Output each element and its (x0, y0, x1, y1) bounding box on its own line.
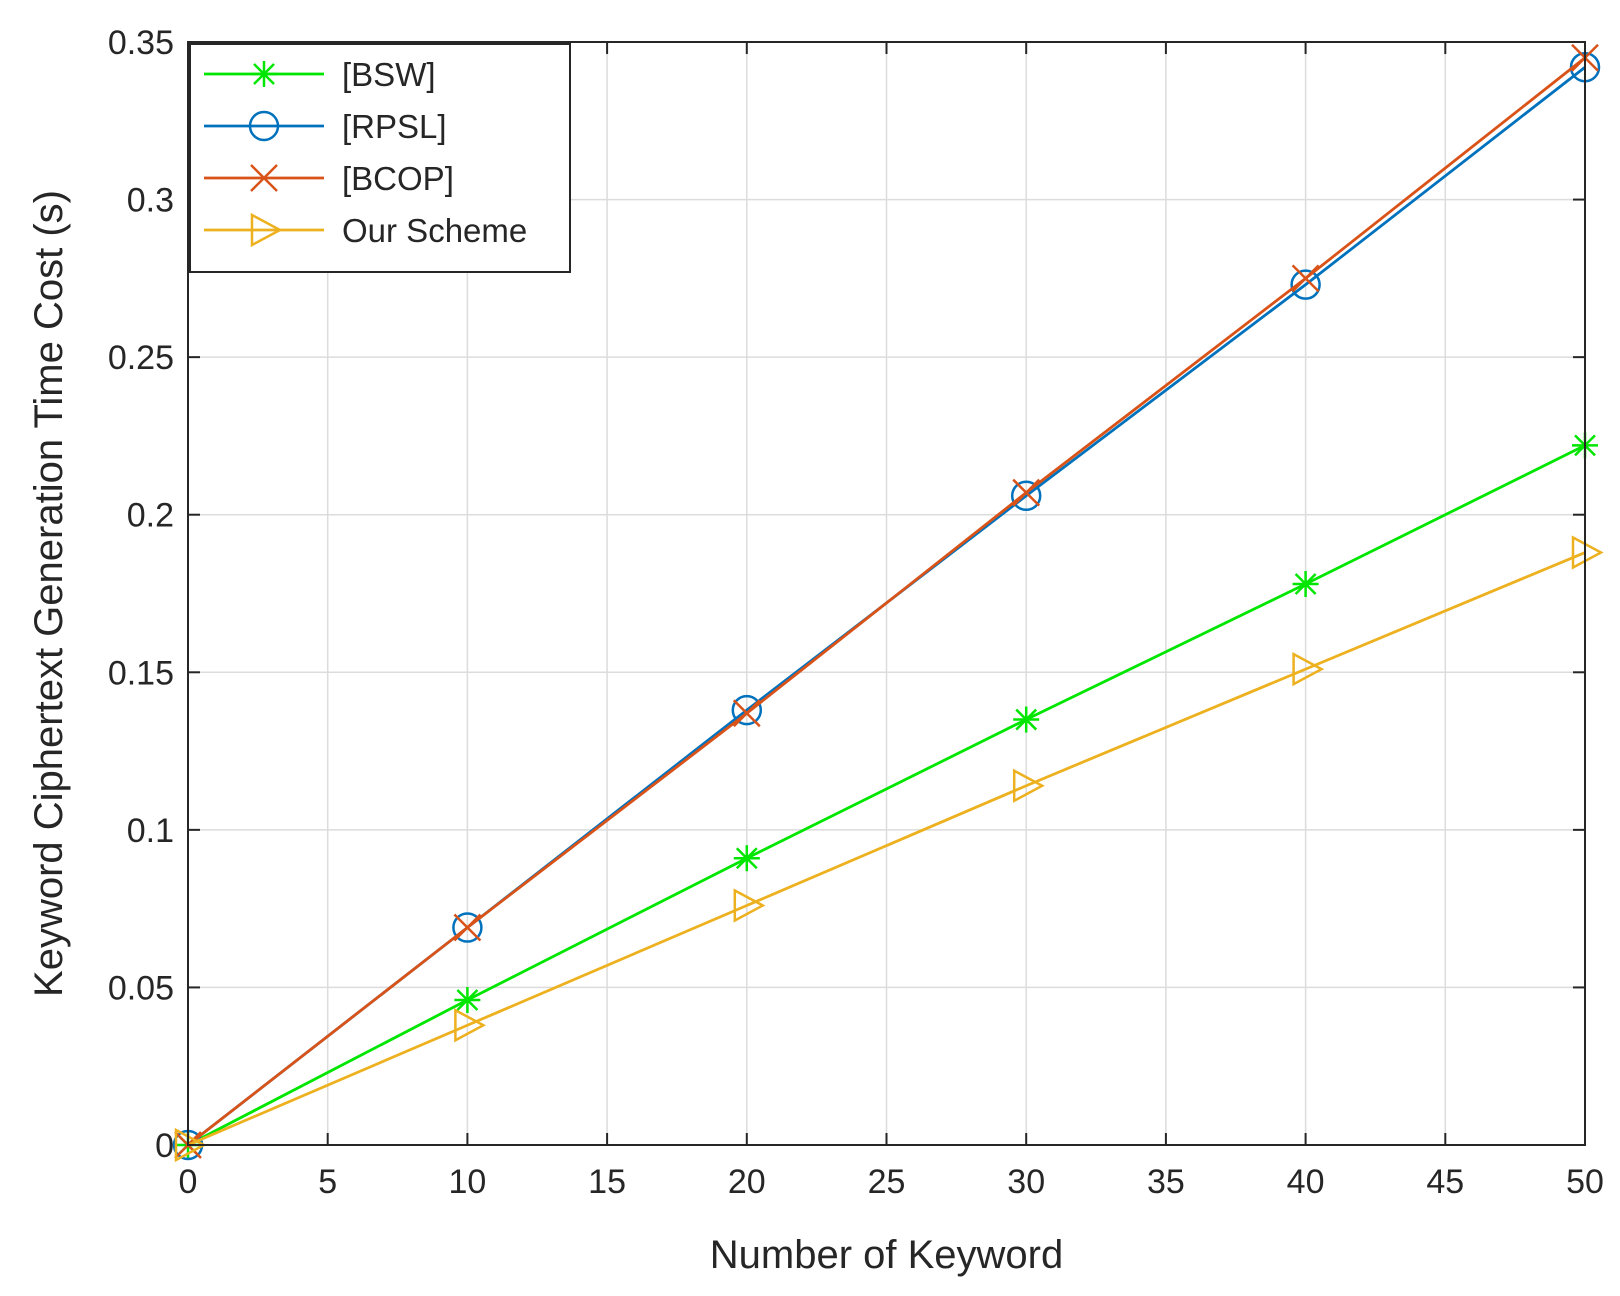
marker-asterisk-stroke (735, 847, 758, 870)
marker-asterisk-stroke (1294, 573, 1317, 595)
x-tick-label: 50 (1566, 1163, 1604, 1201)
legend-label: [BSW] (342, 56, 436, 93)
legend-entry: [BSW] (204, 56, 436, 93)
data-point (732, 699, 761, 728)
marker-x-stroke (732, 699, 761, 728)
data-point (1013, 706, 1040, 733)
series-line (187, 56, 1586, 1147)
x-axis-label: Number of Keyword (710, 1233, 1063, 1277)
marker-asterisk (251, 61, 277, 87)
x-tick-label: 15 (588, 1163, 626, 1201)
tick-labels: 0 5 10 15 20 25 30 35 40 45 50 0 0.05 0.1 0.15 0.2 0.25 0… (108, 24, 1604, 1201)
x-tick-label: 35 (1147, 1163, 1185, 1201)
data-point (1010, 480, 1042, 512)
legend-box (189, 43, 571, 273)
legend-entry: [BCOP] (204, 160, 454, 197)
data-point (1012, 478, 1041, 507)
marker-triangle-shape (1012, 768, 1045, 803)
data-point (453, 913, 482, 942)
series-line (187, 551, 1586, 1147)
x-tick-label: 45 (1426, 1163, 1464, 1201)
marker-triangle-shape (454, 1008, 487, 1043)
x-tick-label: 10 (448, 1163, 486, 1201)
data-point (733, 845, 760, 872)
series-3 (174, 535, 1604, 1163)
x-tick-label: 30 (1007, 1163, 1045, 1201)
marker-circle-shape (248, 110, 280, 142)
marker-triangle-shape (733, 888, 766, 923)
data-point (452, 912, 483, 943)
series-2 (174, 43, 1599, 1159)
x-tick-label: 25 (868, 1163, 906, 1201)
y-tick-label: 0.35 (108, 24, 174, 62)
series-layer (172, 43, 1604, 1163)
y-tick-label: 0.3 (127, 182, 174, 220)
x-tick-label: 40 (1287, 1163, 1325, 1201)
y-tick-label: 0.05 (108, 969, 174, 1007)
y-tick-label: 0.1 (127, 812, 174, 850)
legend-entry: [RPSL] (204, 108, 447, 145)
legend-label: Our Scheme (342, 212, 527, 249)
marker-triangle-shape (1292, 652, 1325, 687)
legend-label: [BCOP] (342, 160, 454, 197)
data-point (1292, 652, 1325, 687)
y-tick-label: 0 (155, 1127, 174, 1165)
data-point (733, 888, 766, 923)
x-tick-label: 5 (318, 1163, 337, 1201)
y-tick-label: 0.2 (127, 497, 174, 535)
y-tick-label: 0.15 (108, 654, 174, 692)
legend-entry: Our Scheme (204, 212, 527, 249)
marker-asterisk-stroke (253, 63, 275, 85)
marker-x-stroke (1291, 264, 1320, 293)
data-point (174, 1127, 207, 1163)
data-point (454, 1008, 487, 1043)
marker-x-stroke (250, 164, 278, 192)
series-line (187, 444, 1586, 1147)
data-point (1290, 269, 1321, 300)
legend: [BSW] [RPSL] [BCOP] Our Scheme (189, 43, 571, 273)
legend-label: [RPSL] (342, 108, 447, 145)
marker-triangle-shape (174, 1127, 207, 1163)
marker-triangle-shape (1571, 535, 1604, 570)
data-point (454, 987, 481, 1014)
data-point (1291, 264, 1320, 293)
marker-x-stroke (1012, 478, 1041, 507)
marker-circle-shape (731, 694, 763, 726)
marker-triangle-right (250, 212, 283, 248)
y-axis-label: Keyword Ciphertext Generation Time Cost … (27, 190, 71, 997)
x-tick-label: 20 (728, 1163, 766, 1201)
marker-circle-shape (452, 912, 483, 943)
marker-triangle-shape (250, 212, 283, 248)
data-point (1292, 571, 1319, 598)
y-tick-label: 0.25 (108, 339, 174, 377)
data-point (731, 694, 763, 726)
marker-circle-shape (1290, 269, 1321, 300)
data-point (1012, 768, 1045, 803)
marker-asterisk-stroke (1015, 708, 1038, 731)
data-point (1571, 535, 1604, 570)
marker-x-stroke (453, 913, 482, 942)
marker-circle (248, 110, 280, 142)
x-tick-label: 0 (179, 1163, 198, 1201)
marker-asterisk-stroke (456, 989, 479, 1011)
marker-circle-shape (1010, 480, 1042, 512)
marker-x (250, 164, 278, 192)
